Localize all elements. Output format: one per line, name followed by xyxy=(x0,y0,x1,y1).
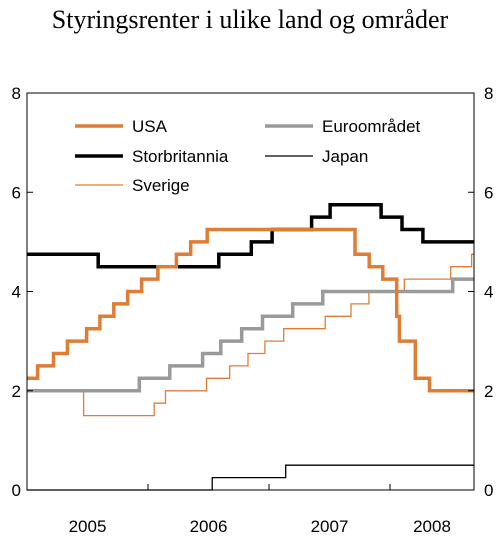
series-line-japan xyxy=(27,464,474,491)
y-tick-label-right: 0 xyxy=(484,481,493,500)
legend: USA Euroområdet Storbritannia Japan Sverige xyxy=(75,117,421,195)
series-line-storbritannia xyxy=(27,202,474,269)
x-tick-label: 2005 xyxy=(69,517,107,536)
x-tick-label: 2007 xyxy=(311,517,349,536)
series-line-usa xyxy=(27,227,474,393)
series-layer xyxy=(27,202,474,491)
y-tick-label-right: 8 xyxy=(484,84,493,103)
y-tick-label-right: 6 xyxy=(484,183,493,202)
x-tick-label: 2008 xyxy=(413,517,451,536)
legend-label-usa: USA xyxy=(132,117,168,136)
legend-label-storbritannia: Storbritannia xyxy=(132,147,229,166)
x-tick-label: 2006 xyxy=(190,517,228,536)
y-tick-label-left: 6 xyxy=(12,183,21,202)
y-tick-label-left: 8 xyxy=(12,84,21,103)
y-tick-label-left: 2 xyxy=(12,382,21,401)
legend-label-sverige: Sverige xyxy=(132,176,190,195)
series-line-euroomr-det xyxy=(27,277,474,393)
y-tick-label-right: 4 xyxy=(484,283,493,302)
series-line-sverige xyxy=(27,253,474,417)
y-tick-label-right: 2 xyxy=(484,382,493,401)
axes-layer: 0 0 2 2 4 4 6 6 8 8 2005 2006 2007 2008 xyxy=(12,84,494,536)
y-tick-label-left: 0 xyxy=(12,481,21,500)
y-tick-label-left: 4 xyxy=(12,283,21,302)
chart-title: Styringsrenter i ulike land og områder xyxy=(52,5,449,34)
legend-label-japan: Japan xyxy=(322,147,368,166)
legend-label-euroomr-det: Euroområdet xyxy=(322,117,421,136)
